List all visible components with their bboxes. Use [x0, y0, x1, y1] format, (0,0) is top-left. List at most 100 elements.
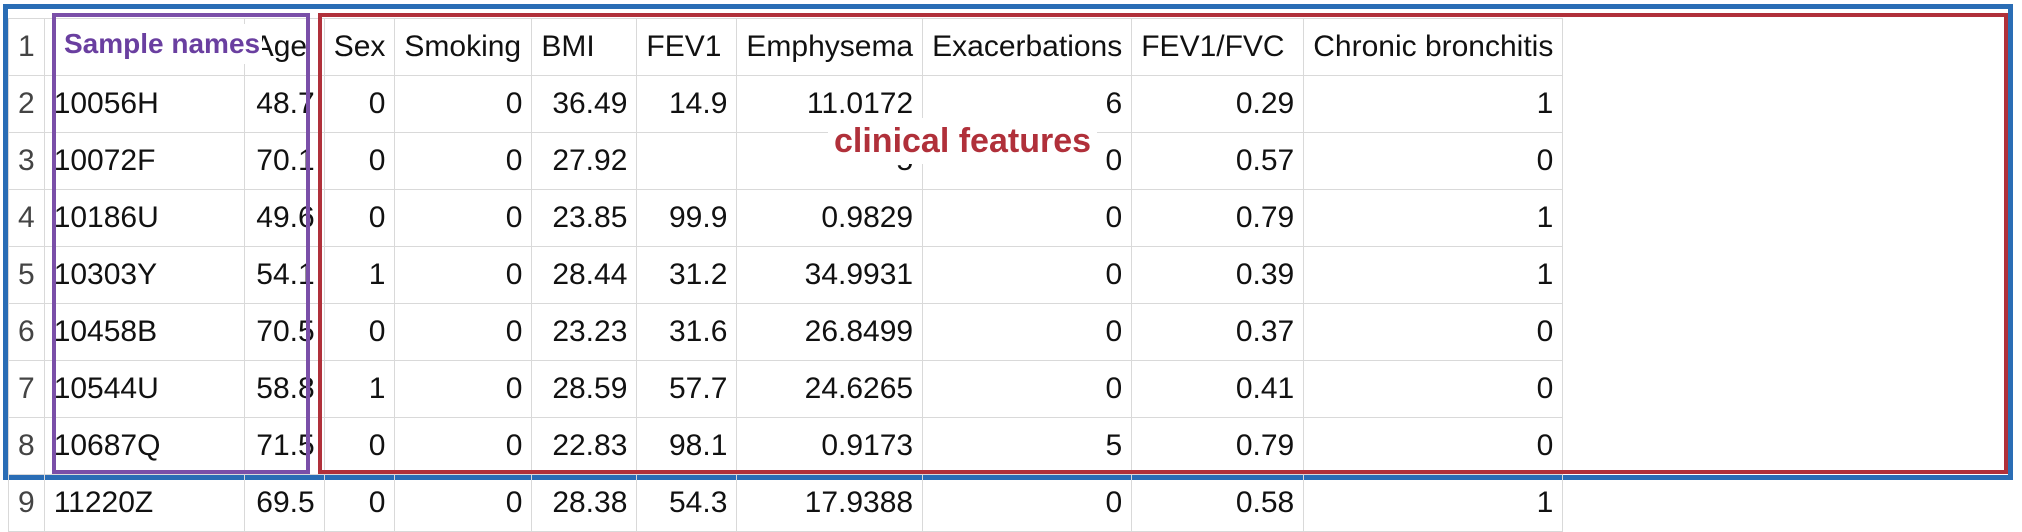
data-cell[interactable]: 0 — [323, 189, 396, 247]
column-header-cell[interactable]: BMI — [531, 18, 638, 76]
data-cell[interactable]: 0 — [394, 360, 533, 418]
data-cell[interactable]: 22.83 — [531, 417, 638, 475]
data-cell[interactable]: 54.3 — [636, 474, 738, 532]
data-cell[interactable]: 0 — [922, 189, 1133, 247]
data-cell[interactable]: 0.57 — [1131, 132, 1305, 190]
data-cell[interactable]: 69.5 — [243, 474, 325, 532]
row-number[interactable]: 1 — [8, 18, 45, 76]
sample-name-cell[interactable]: 11220Z — [43, 474, 245, 532]
data-cell[interactable]: 0.41 — [1131, 360, 1305, 418]
sample-name-cell[interactable]: 10072F — [43, 132, 245, 190]
row-number[interactable]: 4 — [8, 189, 45, 247]
data-cell[interactable]: 58.8 — [243, 360, 325, 418]
data-cell[interactable]: 23.85 — [531, 189, 638, 247]
sample-names-label: Sample names — [62, 24, 263, 64]
data-cell[interactable]: 31.6 — [636, 303, 738, 361]
sample-name-cell[interactable]: 10544U — [43, 360, 245, 418]
data-cell[interactable]: 0.9829 — [736, 189, 924, 247]
data-cell[interactable]: 0 — [922, 303, 1133, 361]
column-header-cell[interactable]: Emphysema — [736, 18, 924, 76]
data-cell[interactable]: 57.7 — [636, 360, 738, 418]
data-cell[interactable]: 49.6 — [243, 189, 325, 247]
data-cell[interactable]: 0.37 — [1131, 303, 1305, 361]
data-cell[interactable]: 36.49 — [531, 75, 638, 133]
data-cell[interactable]: 34.9931 — [736, 246, 924, 304]
data-cell[interactable]: 70.5 — [243, 303, 325, 361]
data-cell[interactable]: 23.23 — [531, 303, 638, 361]
data-cell[interactable]: 1 — [323, 246, 396, 304]
column-header-cell[interactable]: Smoking — [394, 18, 533, 76]
data-cell[interactable]: 17.9388 — [736, 474, 924, 532]
row-number[interactable]: 8 — [8, 417, 45, 475]
sample-name-cell[interactable]: 10303Y — [43, 246, 245, 304]
data-cell[interactable]: 28.59 — [531, 360, 638, 418]
row-number[interactable]: 3 — [8, 132, 45, 190]
row-number[interactable]: 7 — [8, 360, 45, 418]
data-cell[interactable]: 0 — [323, 75, 396, 133]
data-cell[interactable]: 0 — [1303, 132, 1564, 190]
data-cell[interactable]: 31.2 — [636, 246, 738, 304]
table-row: 7 10544U 58.8 1 0 28.59 57.7 24.6265 0 0.41 0 — [8, 360, 1564, 418]
row-number[interactable]: 5 — [8, 246, 45, 304]
data-cell[interactable]: 1 — [1303, 75, 1564, 133]
data-cell[interactable]: 0 — [323, 417, 396, 475]
data-cell[interactable]: 98.1 — [636, 417, 738, 475]
row-number[interactable]: 6 — [8, 303, 45, 361]
sample-name-cell[interactable]: 10687Q — [43, 417, 245, 475]
data-cell[interactable]: 1 — [1303, 474, 1564, 532]
data-cell[interactable]: 0 — [394, 303, 533, 361]
data-cell[interactable]: 71.5 — [243, 417, 325, 475]
data-cell[interactable]: 28.44 — [531, 246, 638, 304]
data-cell[interactable]: 0 — [922, 246, 1133, 304]
sample-name-cell[interactable]: 10458B — [43, 303, 245, 361]
data-cell[interactable]: 0 — [1303, 303, 1564, 361]
sample-name-cell[interactable]: 10186U — [43, 189, 245, 247]
data-cell[interactable]: 28.38 — [531, 474, 638, 532]
data-cell[interactable]: 0 — [394, 132, 533, 190]
row-number[interactable]: 2 — [8, 75, 45, 133]
data-cell[interactable]: 1 — [1303, 189, 1564, 247]
data-cell[interactable]: 0 — [394, 75, 533, 133]
data-cell[interactable]: 99.9 — [636, 189, 738, 247]
data-cell[interactable]: 0 — [323, 303, 396, 361]
clinical-features-label: clinical features — [828, 118, 1098, 164]
data-cell[interactable]: 0 — [394, 474, 533, 532]
sample-name-cell[interactable]: 10056H — [43, 75, 245, 133]
column-header-cell[interactable]: FEV1 — [636, 18, 738, 76]
data-cell[interactable]: 0 — [922, 474, 1133, 532]
data-cell[interactable] — [636, 132, 738, 190]
data-cell[interactable]: 24.6265 — [736, 360, 924, 418]
data-cell[interactable]: 48.7 — [243, 75, 325, 133]
data-cell[interactable]: 54.1 — [243, 246, 325, 304]
data-cell[interactable]: 0.79 — [1131, 189, 1305, 247]
data-cell[interactable]: 0.29 — [1131, 75, 1305, 133]
table-row: 8 10687Q 71.5 0 0 22.83 98.1 0.9173 5 0.79 0 — [8, 417, 1564, 475]
row-number[interactable]: 9 — [8, 474, 45, 532]
data-cell[interactable]: 26.8499 — [736, 303, 924, 361]
data-cell[interactable]: 0 — [323, 474, 396, 532]
data-cell[interactable]: 0 — [1303, 360, 1564, 418]
data-cell[interactable]: 70.1 — [243, 132, 325, 190]
data-cell[interactable]: 0 — [394, 246, 533, 304]
column-header-cell[interactable]: Chronic bronchitis — [1303, 18, 1564, 76]
data-cell[interactable]: 1 — [1303, 246, 1564, 304]
data-cell[interactable]: 1 — [323, 360, 396, 418]
data-cell[interactable]: 0.79 — [1131, 417, 1305, 475]
spreadsheet-grid: 1 Age Sex Smoking BMI FEV1 Emphysema Exacerbati… — [8, 18, 1564, 532]
column-header-cell[interactable]: Exacerbations — [922, 18, 1133, 76]
data-cell[interactable]: 27.92 — [531, 132, 638, 190]
data-cell[interactable]: 5 — [922, 417, 1133, 475]
data-cell[interactable]: 0.58 — [1131, 474, 1305, 532]
data-cell[interactable]: 0 — [323, 132, 396, 190]
column-header-cell[interactable]: FEV1/FVC — [1131, 18, 1305, 76]
data-cell[interactable]: 0.39 — [1131, 246, 1305, 304]
data-cell[interactable]: 0 — [922, 360, 1133, 418]
table-row: 6 10458B 70.5 0 0 23.23 31.6 26.8499 0 0.37 0 — [8, 303, 1564, 361]
data-cell[interactable]: 0 — [1303, 417, 1564, 475]
column-header-cell[interactable]: Sex — [323, 18, 396, 76]
table-row: 5 10303Y 54.1 1 0 28.44 31.2 34.9931 0 0.39 1 — [8, 246, 1564, 304]
data-cell[interactable]: 0 — [394, 189, 533, 247]
data-cell[interactable]: 0 — [394, 417, 533, 475]
data-cell[interactable]: 0.9173 — [736, 417, 924, 475]
data-cell[interactable]: 14.9 — [636, 75, 738, 133]
